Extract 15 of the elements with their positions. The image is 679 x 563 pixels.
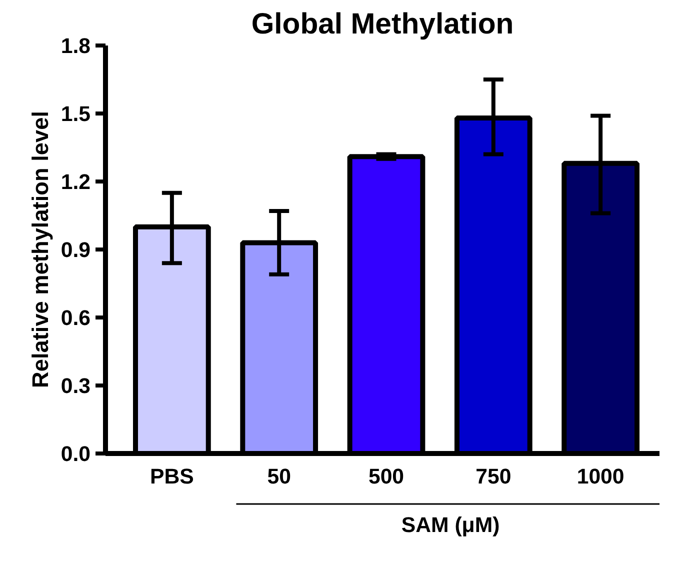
x-tick-label: PBS [150, 464, 194, 488]
y-tick-label: 0.6 [60, 306, 91, 330]
y-axis-title: Relative methylation level [26, 110, 53, 388]
x-tick-label: 50 [267, 464, 291, 488]
y-tick-label: 1.8 [60, 34, 91, 58]
x-tick-label: 1000 [576, 464, 624, 488]
y-tick-label: 0.0 [60, 442, 91, 466]
chart-title: Global Methylation [251, 8, 514, 40]
text: SAM (μM) [401, 513, 500, 537]
y-tick-label: 0.3 [60, 374, 91, 398]
x-tick-label: 500 [368, 464, 404, 488]
y-tick-label: 0.9 [60, 238, 91, 262]
y-tick-label: 1.5 [60, 102, 91, 126]
x-tick-label: 750 [476, 464, 512, 488]
y-tick-label: 1.2 [60, 170, 91, 194]
